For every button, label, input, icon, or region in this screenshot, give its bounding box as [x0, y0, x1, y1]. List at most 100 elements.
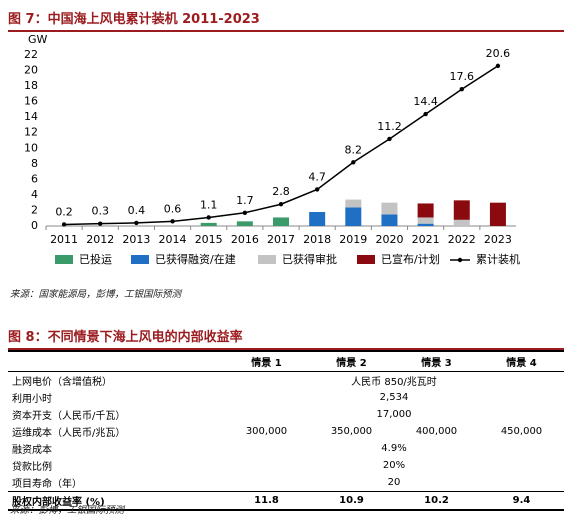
data-label: 8.2 [345, 143, 363, 156]
legend-swatch [55, 255, 73, 264]
bar [345, 207, 362, 226]
source: 来源：彭博，工银国际预测 [10, 505, 125, 516]
y-tick-label: 10 [24, 141, 38, 154]
table-row: 股权内部收益率 (%) 11.8 10.9 10.2 9.4 [8, 491, 564, 511]
row-label: 资本开支（人民币/千瓦） [12, 411, 126, 422]
legend-label: 累计装机 [476, 252, 520, 266]
data-label: 20.6 [486, 47, 511, 60]
bar [381, 202, 398, 215]
row-label: 上网电价（含增值税） [12, 377, 112, 388]
x-tick-label: 2018 [303, 233, 331, 246]
bar [417, 223, 434, 226]
y-tick-label: 4 [31, 188, 38, 201]
cell: 20% [382, 460, 406, 471]
cell: 450,000 [500, 426, 543, 437]
y-tick-label: 6 [31, 172, 38, 185]
source: 来源：国家能源局，彭博，工银国际预测 [10, 289, 182, 300]
table-row: 上网电价（含增值税） 人民币 850/兆瓦时 [8, 372, 564, 390]
bar [273, 217, 289, 226]
x-tick-label: 2019 [339, 233, 367, 246]
bar [345, 199, 362, 208]
header-row: 情景 1 情景 2 情景 3 情景 4 [8, 350, 564, 372]
line-point [314, 187, 320, 192]
line-point [134, 220, 139, 226]
line-point [387, 136, 392, 142]
legend-label: 已获得审批 [282, 252, 337, 266]
legend-label: 已宣布/计划 [381, 252, 440, 266]
header-cell: 情景 3 [394, 350, 479, 372]
cell: 10.9 [309, 491, 394, 511]
bar [489, 202, 506, 226]
table-row: 融资成本 4.9% [8, 440, 564, 457]
y-tick-label: 12 [24, 126, 38, 139]
table-row: 贷款比例 20% [8, 457, 564, 474]
bar [236, 221, 253, 226]
data-label: 1.7 [236, 194, 254, 207]
x-tick-label: 2013 [122, 233, 150, 246]
cell: 20 [387, 477, 401, 488]
legend-marker [457, 257, 463, 263]
x-tick-label: 2020 [375, 233, 403, 246]
cell: 11.8 [224, 491, 309, 511]
line-point [278, 202, 284, 207]
bar [417, 217, 434, 224]
line-point [206, 215, 211, 220]
data-label: 11.2 [377, 120, 402, 133]
table-row: 项目寿命（年） 20 [8, 474, 564, 492]
data-label: 0.6 [164, 202, 182, 215]
header-cell: 情景 1 [224, 350, 309, 372]
legend-swatch [258, 255, 276, 264]
cell: 17,000 [376, 409, 412, 420]
y-tick-label: 18 [24, 79, 38, 92]
table-row: 运维成本（人民币/兆瓦） 300,000 350,000 400,000 450,000 [8, 423, 564, 440]
data-label: 0.4 [128, 204, 146, 217]
x-tick-label: 2016 [231, 233, 259, 246]
line-point [170, 219, 175, 224]
legend-label: 已投运 [79, 252, 112, 266]
line-point [98, 221, 103, 226]
cell: 4.9% [381, 443, 407, 454]
line-point [459, 87, 464, 92]
data-label: 0.3 [91, 205, 109, 218]
cell: 300,000 [245, 426, 288, 437]
cell: 人民币 850/兆瓦时 [351, 377, 437, 388]
bar [381, 214, 398, 226]
legend-swatch [357, 255, 375, 264]
data-label: 1.1 [200, 198, 218, 211]
row-label: 利用小时 [12, 394, 52, 405]
data-label: 2.8 [272, 185, 290, 198]
y-tick-label: 22 [24, 48, 38, 61]
row-label: 贷款比例 [12, 462, 52, 473]
data-label: 17.6 [450, 70, 475, 83]
y-tick-label: 0 [31, 219, 38, 232]
header-cell: 情景 2 [309, 350, 394, 372]
legend-label: 已获得融资/在建 [155, 252, 236, 266]
cell: 350,000 [330, 426, 373, 437]
x-tick-label: 2023 [484, 233, 512, 246]
table-row: 利用小时 2,534 [8, 389, 564, 406]
header-cell [8, 350, 224, 372]
figure-title: 图 7：中国海上风电累计装机 2011-2023 [8, 8, 564, 32]
y-tick-label: 14 [24, 110, 38, 123]
x-tick-label: 2017 [267, 233, 295, 246]
x-tick-label: 2011 [50, 233, 78, 246]
row-label: 运维成本（人民币/兆瓦） [12, 428, 126, 439]
line-point [242, 210, 248, 215]
line-point [495, 63, 501, 69]
row-label: 融资成本 [12, 445, 52, 456]
data-label: 0.2 [55, 205, 73, 218]
bar [453, 200, 470, 220]
line-point [351, 160, 356, 165]
x-tick-label: 2015 [195, 233, 223, 246]
y-tick-label: 8 [31, 157, 38, 170]
x-tick-label: 2012 [86, 233, 114, 246]
x-tick-label: 2014 [159, 233, 187, 246]
x-tick-label: 2021 [412, 233, 440, 246]
bar [309, 212, 326, 226]
x-tick-label: 2022 [448, 233, 476, 246]
bar [453, 219, 470, 226]
bar [417, 203, 434, 218]
y-tick-label: 16 [24, 95, 38, 108]
